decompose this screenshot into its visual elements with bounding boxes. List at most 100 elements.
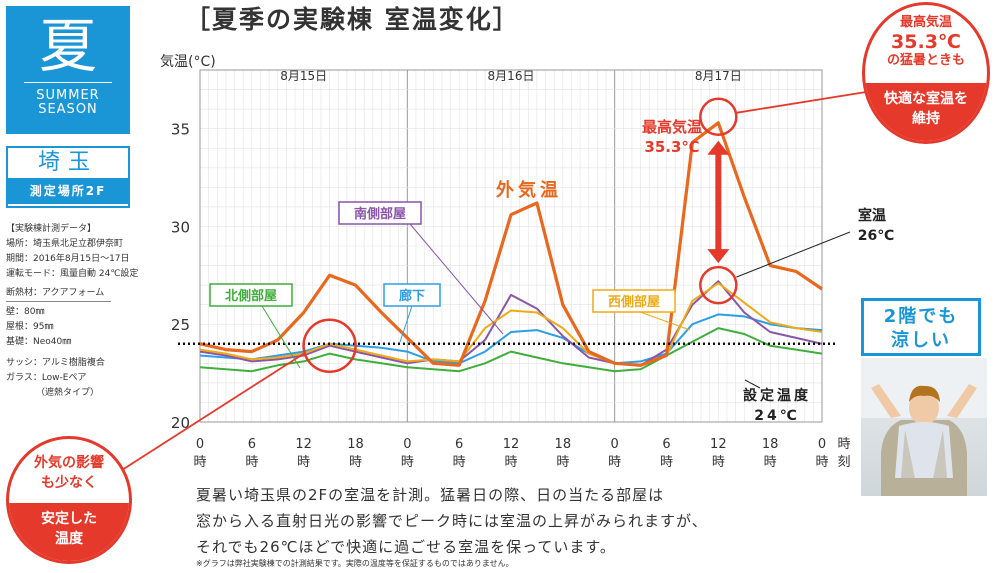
series-line-3 (199, 327, 823, 373)
series-label-2: 西側部屋 (608, 294, 660, 310)
series-label-1: 南側部屋 (354, 206, 406, 222)
y-axis-label: 気温(°C) (160, 54, 216, 70)
stable-connector (121, 352, 305, 471)
effect-badge-line2: も少なく (41, 475, 97, 491)
max-connector (736, 91, 867, 114)
max-badge-bottom1: 快適な室温を (884, 91, 968, 107)
west-pointer (639, 311, 691, 331)
day-label: 8月17日 (695, 69, 742, 83)
info-base: 基礎：Neo40㎜ (6, 337, 72, 347)
stable-temp-badge: 外気の影響 も少なく 安定した 温度 (6, 436, 132, 564)
x-tick-unit: 時 (401, 455, 414, 470)
person-photo (861, 358, 987, 496)
stable-circle (302, 318, 357, 373)
description-line2: 窓から入る直射日光の影響でピーク時には室温の上昇がみられますが、 (196, 512, 708, 530)
y-tick-label: 20 (171, 414, 190, 432)
x-tick-label: 12 (710, 437, 727, 452)
x-tick-label: 18 (347, 437, 364, 452)
max-badge-bottom2: 維持 (912, 111, 940, 127)
x-tick-unit: 時 (297, 455, 310, 470)
x-tick-unit: 時 (712, 455, 725, 470)
season-divider (24, 82, 112, 83)
plot-frame (199, 69, 823, 423)
season-english-line1: SUMMER (36, 88, 100, 103)
season-english: SUMMER SEASON (6, 89, 130, 117)
x-axis-label-2: 刻 (837, 455, 850, 470)
place-badge: 埼玉 測定場所2F (6, 146, 130, 208)
x-tick-label: 18 (555, 437, 572, 452)
max-temp-badge: 最高気温 35.3℃ の猛暑ときも 快適な室温を 維持 (862, 2, 990, 144)
experiment-info: 【実験棟計測データ】 場所：埼玉県北足立郡伊奈町 期間：2016年8月15日～1… (6, 222, 138, 401)
season-english-line2: SEASON (38, 102, 98, 117)
photo-caption: 2階でも 涼しい (861, 298, 981, 356)
x-tick-label: 0 (611, 437, 619, 452)
x-tick-unit: 時 (764, 455, 777, 470)
info-glass: ガラス：Low-Eペア (6, 373, 87, 383)
description-line1: 夏暑い埼玉県の2Fの室温を計測。猛暑日の際、日の当たる部屋は (196, 486, 665, 504)
x-tick-unit: 時 (504, 455, 517, 470)
y-tick-label: 25 (171, 316, 190, 334)
season-kanji: 夏 (38, 12, 97, 80)
hallway-pointer (399, 305, 413, 343)
setpoint-pointer (744, 379, 761, 389)
effect-badge-bottom1: 安定した (41, 511, 97, 527)
setpoint-label: 設定温度 (743, 387, 811, 404)
max-temp-value: 35.3℃ (644, 138, 699, 156)
x-tick-unit: 時 (193, 455, 206, 470)
x-tick-unit: 時 (660, 455, 673, 470)
room-connector (736, 231, 851, 278)
max-badge-line1: 最高気温 (899, 15, 952, 30)
info-roof: 屋根：95㎜ (6, 322, 54, 332)
page-title: ［夏季の実験棟 室温変化］ (185, 5, 520, 34)
max-badge-line3: の猛暑ときも (886, 53, 965, 68)
max-temp-label: 最高気温 (642, 118, 702, 136)
series-label-outdoor: 外気温 (496, 179, 562, 201)
setpoint-value: 24℃ (754, 408, 799, 424)
info-period: 期間：2016年8月15日～17日 (6, 254, 130, 264)
description-line3: それでも26℃ほどで快適に過ごせる室温を保っています。 (196, 538, 616, 556)
x-tick-label: 6 (455, 437, 463, 452)
x-tick-label: 0 (196, 437, 204, 452)
x-tick-label: 12 (295, 437, 312, 452)
x-tick-label: 18 (762, 437, 779, 452)
double-arrow-up (707, 140, 730, 155)
x-tick-unit: 時 (245, 455, 258, 470)
y-tick-label: 30 (171, 218, 190, 236)
series-label-box (209, 283, 293, 307)
x-tick-unit: 時 (556, 455, 569, 470)
max-badge-line2: 35.3℃ (891, 31, 961, 53)
description: 夏暑い埼玉県の2Fの室温を計測。猛暑日の際、日の当たる部屋は 窓から入る直射日光… (196, 482, 708, 560)
room-temp-circle (699, 265, 738, 305)
info-location: 場所：埼玉県北足立郡伊奈町 (6, 239, 124, 249)
x-axis-label: 時 (837, 437, 850, 452)
day-label: 8月16日 (488, 69, 535, 83)
series-label-box (338, 201, 422, 225)
photo-caption-line1: 2階でも (883, 306, 959, 327)
x-tick-label: 0 (403, 437, 411, 452)
x-tick-label: 6 (248, 437, 256, 452)
place-sub: 測定場所2F (8, 178, 128, 204)
photo-caption-line2: 涼しい (891, 330, 951, 351)
season-badge: 夏 SUMMER SEASON (6, 6, 130, 134)
chart-grid (199, 69, 823, 423)
series-label-box (592, 289, 676, 313)
x-tick-label: 0 (818, 437, 826, 452)
x-tick-unit: 時 (453, 455, 466, 470)
x-tick-unit: 時 (815, 455, 828, 470)
south-pointer (409, 223, 504, 335)
room-temp-label: 室温 (858, 207, 886, 224)
series-label-3: 北側部屋 (225, 288, 277, 304)
effect-badge-line1: 外気の影響 (34, 455, 104, 471)
info-heading: 【実験棟計測データ】 (6, 224, 97, 234)
x-tick-label: 6 (662, 437, 670, 452)
x-tick-unit: 時 (349, 455, 362, 470)
series-label-4: 廊下 (399, 288, 425, 304)
series-line-0 (199, 121, 823, 367)
day-label: 8月15日 (280, 69, 327, 83)
room-temp-value: 26℃ (858, 228, 894, 244)
x-tick-unit: 時 (608, 455, 621, 470)
info-wall: 壁：80㎜ (6, 307, 45, 317)
